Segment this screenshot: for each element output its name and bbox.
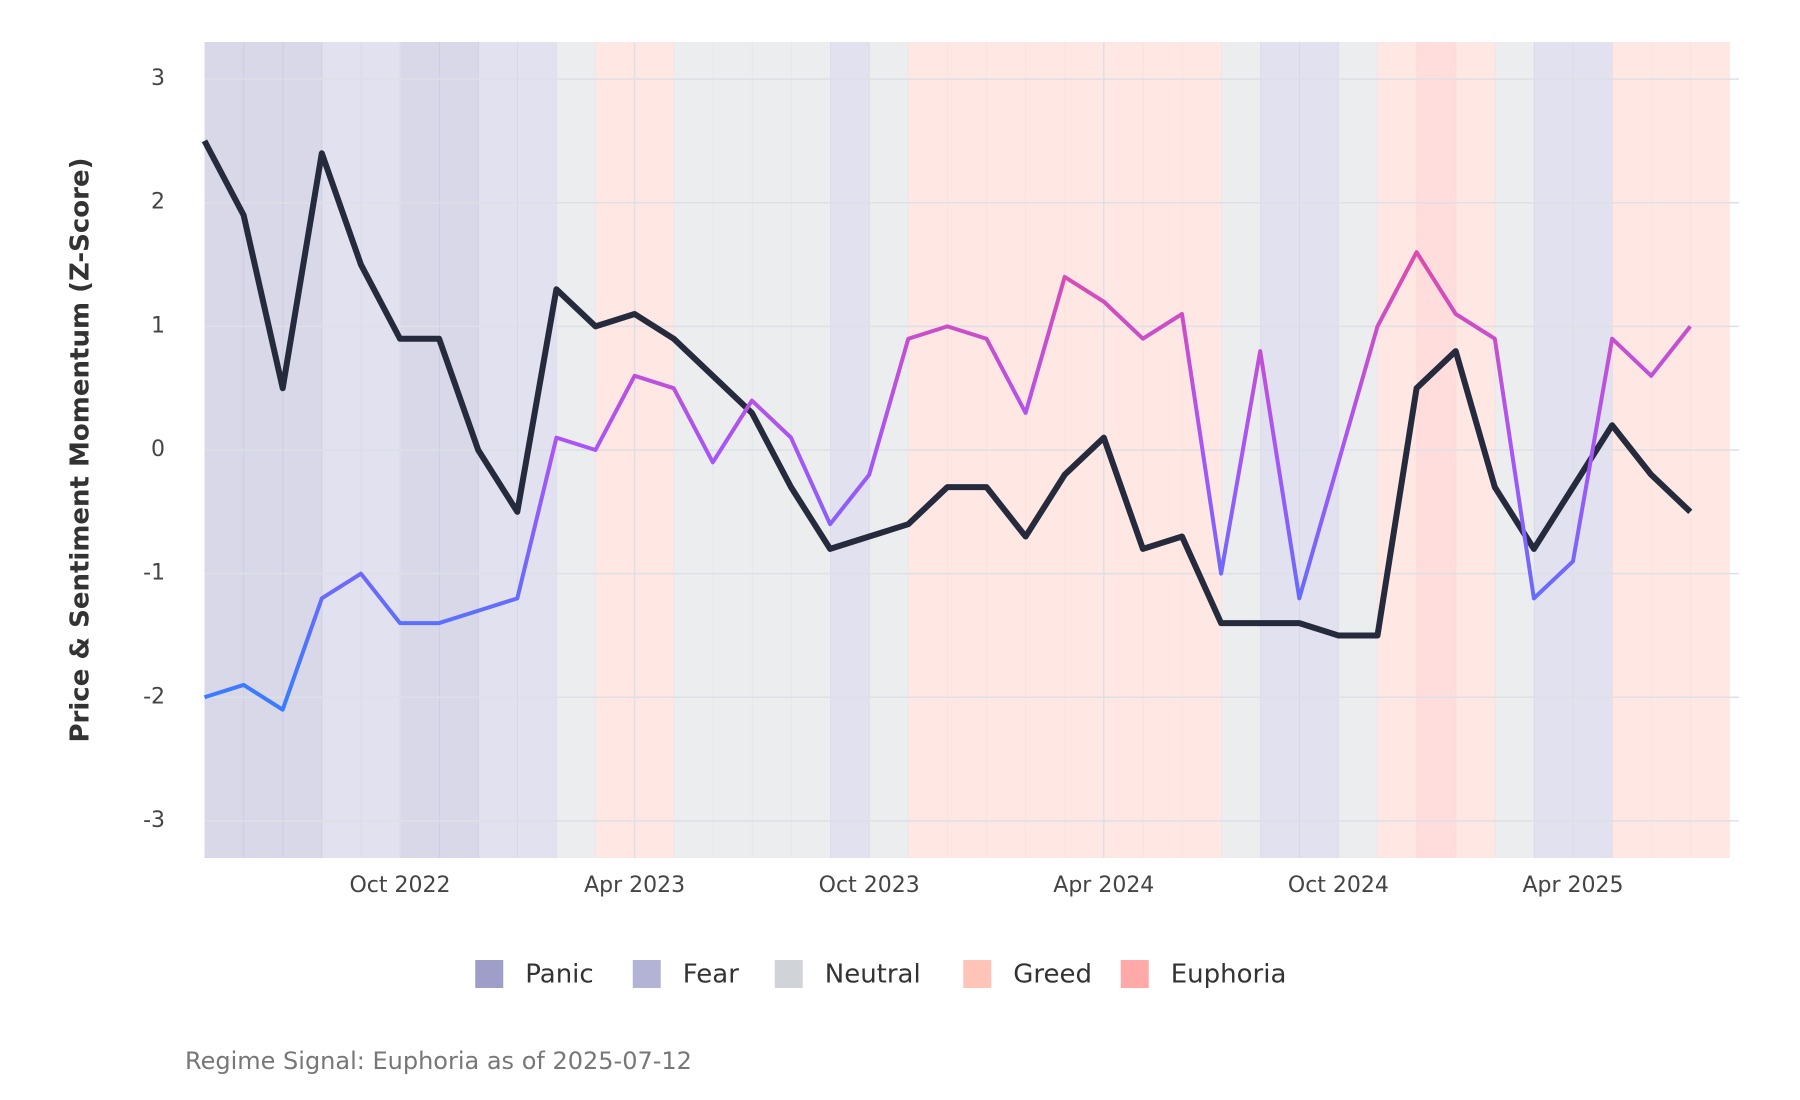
x-tick-label: Oct 2023	[819, 873, 920, 898]
legend: Panic Fear Neutral Greed Euphoria	[475, 960, 1286, 990]
x-tick-label: Oct 2024	[1288, 873, 1389, 898]
y-tick-label: -1	[143, 561, 165, 586]
x-tick-label: Apr 2023	[584, 873, 685, 898]
lines	[201, 139, 1693, 712]
y-tick-label: -2	[143, 684, 165, 709]
legend-swatch	[632, 960, 661, 988]
series-line	[201, 139, 1693, 639]
y-tick-label: 3	[151, 66, 165, 91]
legend-label: Neutral	[825, 960, 921, 990]
y-axis-label: Price & Sentiment Momentum (Z-Score)	[66, 158, 96, 743]
grid: -3 -2 -1 0 1 2 3 Oct 2022 Apr 2023 Oct 2023 Apr 20…	[143, 42, 1739, 898]
series-line	[203, 250, 1692, 712]
legend-label: Fear	[683, 960, 739, 990]
caption: Regime Signal: Euphoria as of 2025-07-12	[185, 1047, 692, 1075]
x-tick-label: Apr 2024	[1053, 873, 1154, 898]
legend-swatch	[963, 960, 992, 988]
y-tick-label: 1	[151, 313, 165, 338]
legend-label: Panic	[525, 960, 593, 990]
x-tick-label: Oct 2022	[349, 873, 450, 898]
y-tick-label: -3	[143, 808, 165, 833]
legend-label: Greed	[1013, 960, 1092, 990]
x-tick-label: Apr 2025	[1522, 873, 1623, 898]
legend-label: Euphoria	[1171, 960, 1287, 990]
legend-swatch	[475, 960, 504, 988]
y-tick-label: 0	[151, 437, 165, 462]
legend-swatch	[1120, 960, 1149, 988]
legend-swatch	[774, 960, 803, 988]
y-tick-label: 2	[151, 190, 165, 215]
